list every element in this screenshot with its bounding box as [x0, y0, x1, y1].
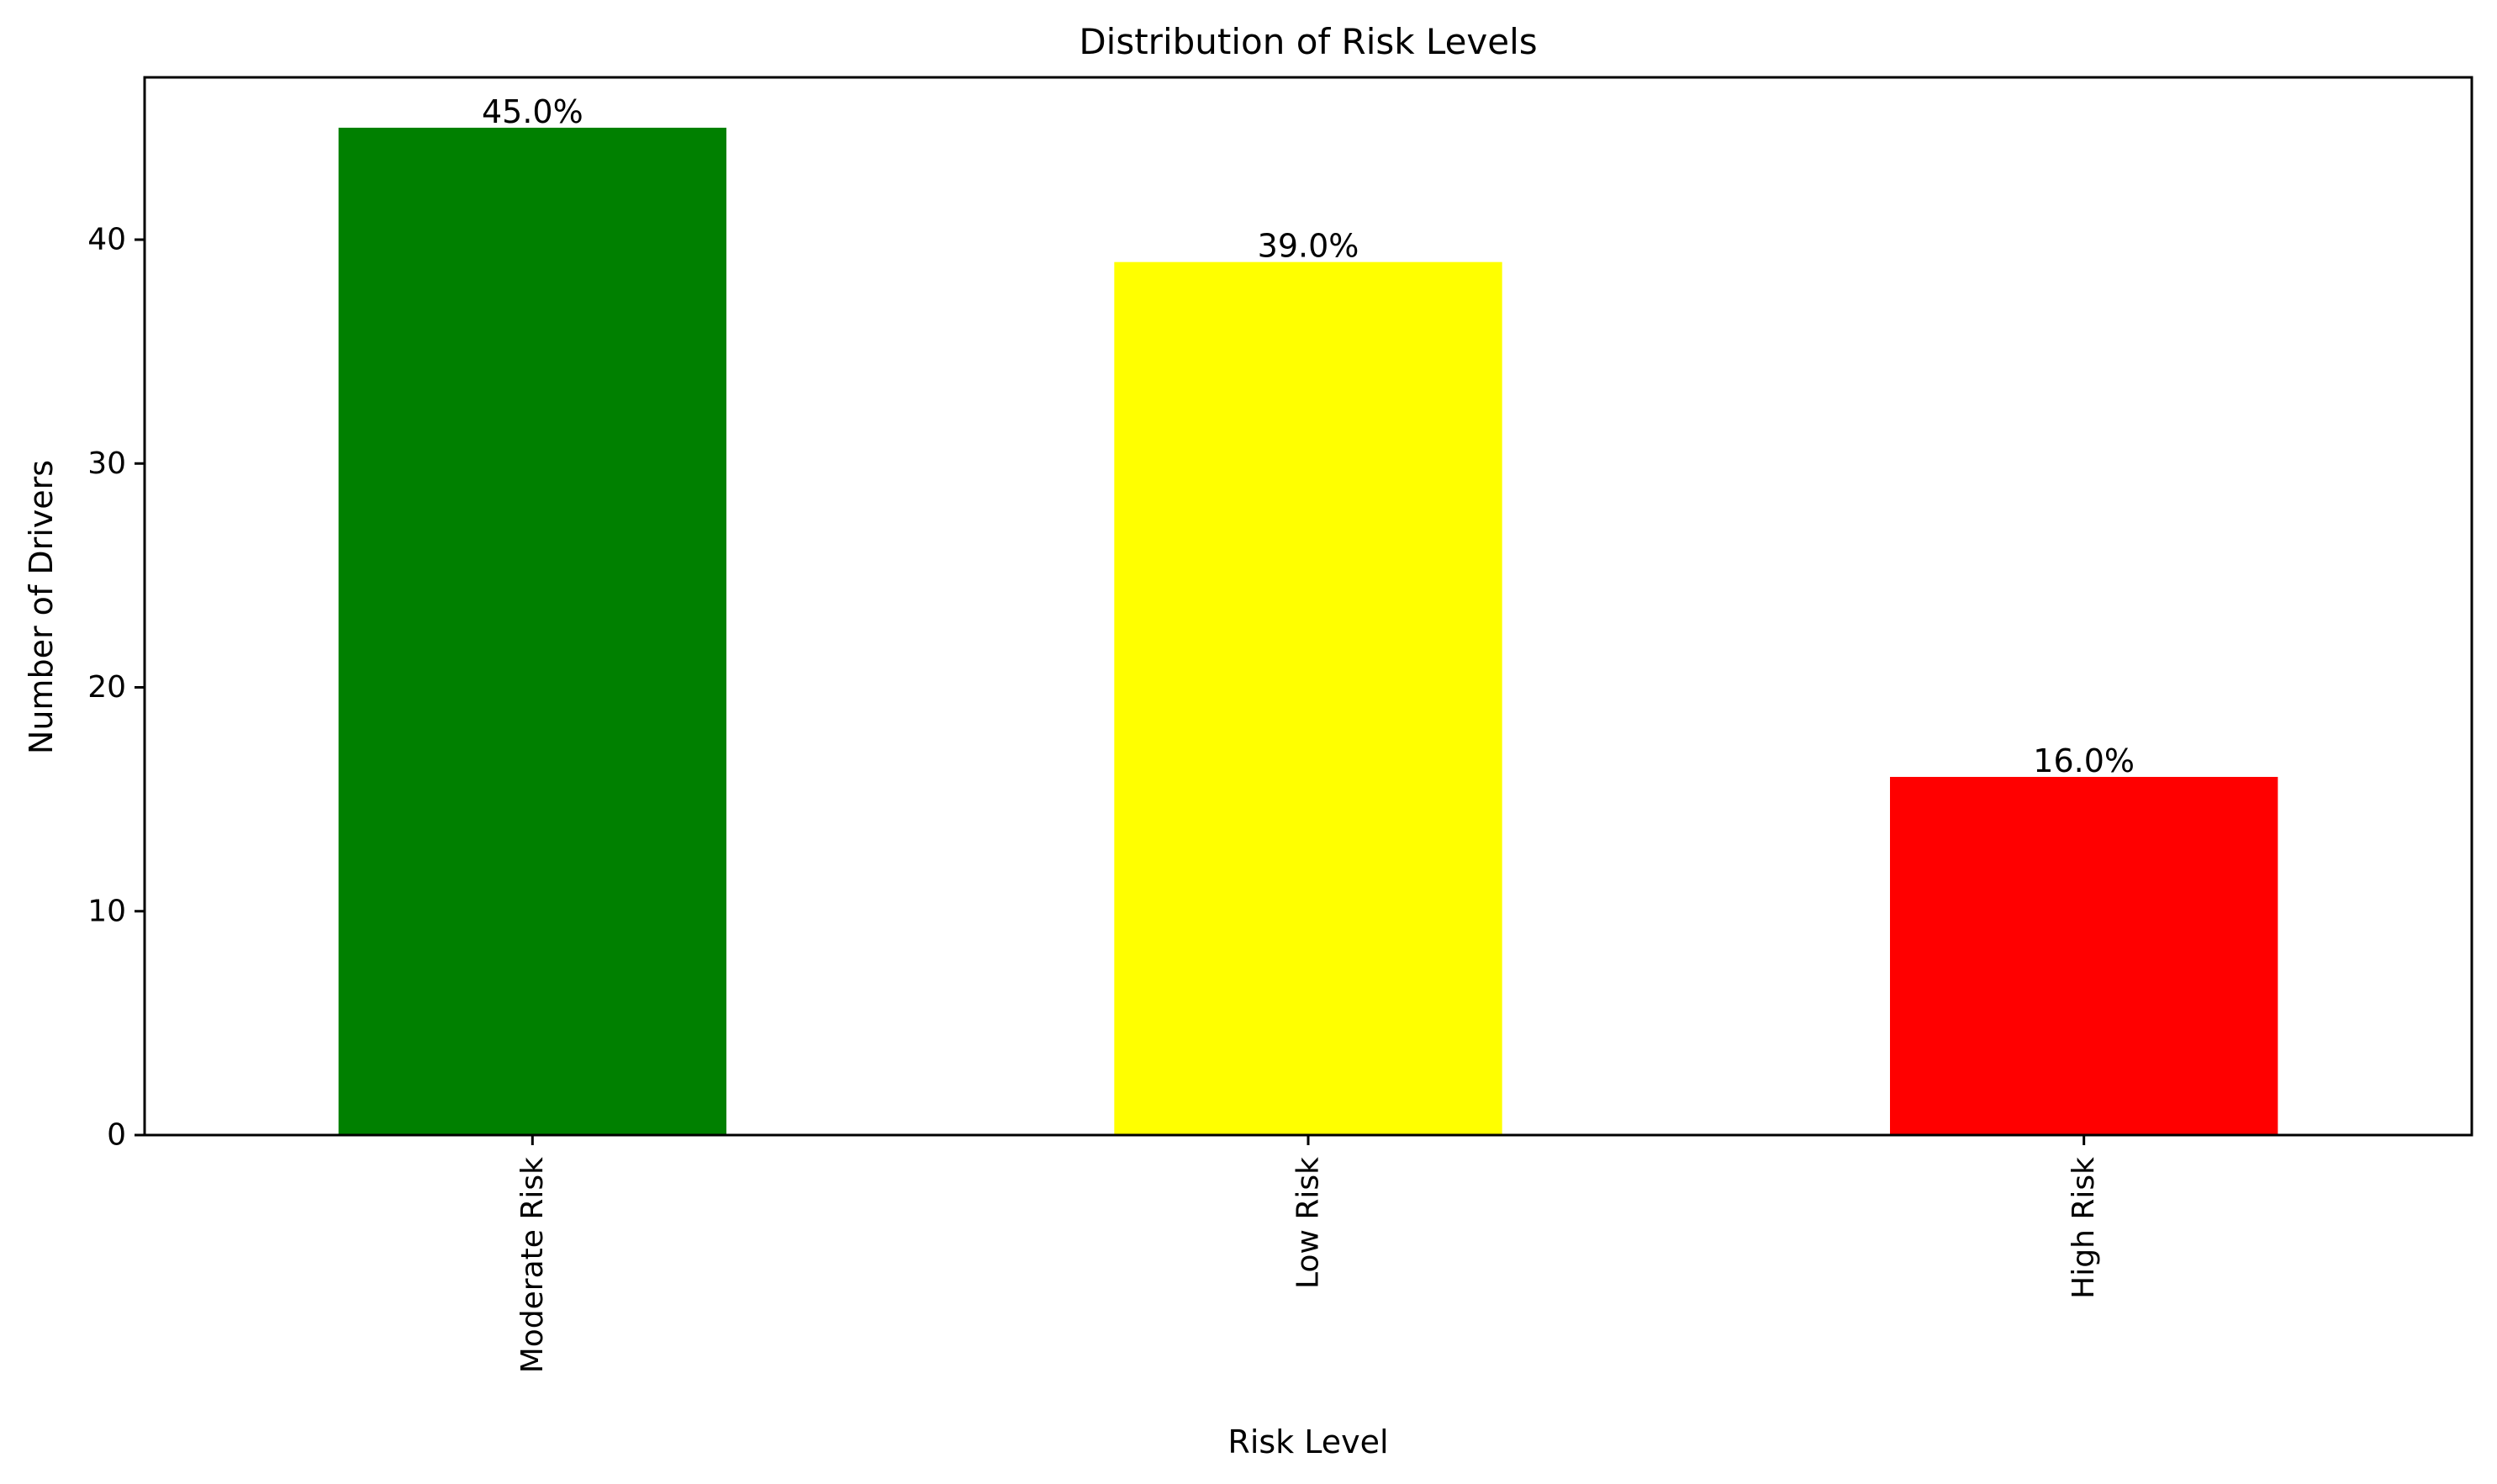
y-axis-ticks: 0 10 20 30 40 — [87, 223, 145, 1153]
y-tick-label: 30 — [87, 446, 126, 481]
data-label: 16.0% — [2033, 742, 2135, 779]
x-tick-label: Low Risk — [1291, 1157, 1326, 1289]
data-label: 45.0% — [482, 93, 583, 130]
y-tick-label: 20 — [87, 670, 126, 705]
bar-moderate-risk — [338, 127, 726, 1135]
y-tick-label: 10 — [87, 894, 126, 928]
x-axis-ticks: Moderate Risk Low Risk High Risk — [515, 1135, 2101, 1373]
y-tick-label: 40 — [87, 223, 126, 257]
data-label: 39.0% — [1258, 228, 1359, 265]
x-tick-label: High Risk — [2067, 1157, 2101, 1299]
bar-low-risk — [1114, 261, 1502, 1136]
plot-frame — [143, 76, 2473, 1137]
x-axis-label: Risk Level — [1227, 1423, 1388, 1460]
x-tick-label: Moderate Risk — [515, 1157, 550, 1373]
chart-title: Distribution of Risk Levels — [1079, 21, 1537, 62]
data-labels-layer: 45.0% 39.0% 16.0% — [482, 93, 2135, 779]
bar-high-risk — [1890, 777, 2278, 1135]
bars-layer — [338, 127, 2278, 1136]
y-axis-label: Number of Drivers — [23, 460, 60, 754]
y-tick-label: 0 — [107, 1118, 126, 1153]
